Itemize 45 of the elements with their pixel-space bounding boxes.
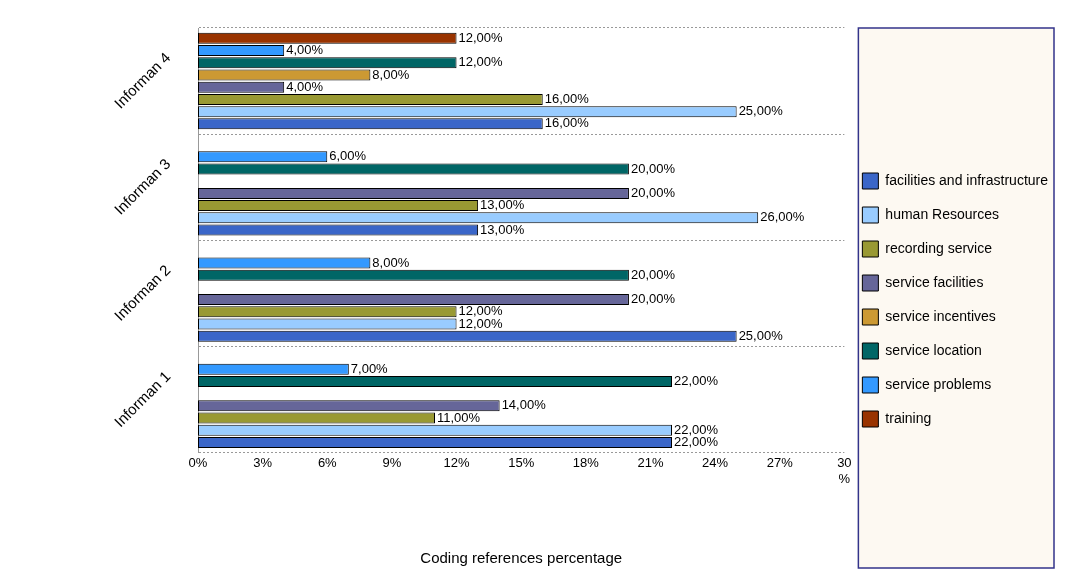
data-label: 12,00% — [458, 54, 504, 70]
legend-label: facilities and infrastructure — [885, 171, 1049, 188]
data-label: 6,00% — [329, 148, 367, 164]
data-label: 14,00% — [501, 397, 547, 413]
x-tick-label: 15% — [508, 455, 535, 471]
data-label: 20,00% — [630, 266, 676, 282]
legend-label: recording service — [885, 239, 993, 256]
data-label: 7,00% — [350, 360, 389, 376]
data-label: 8,00% — [372, 66, 410, 82]
legend-label: service facilities — [885, 273, 984, 290]
data-label: 25,00% — [738, 327, 784, 343]
data-label: 12,00% — [458, 303, 504, 319]
data-label: 4,00% — [286, 78, 324, 94]
x-tick-label: 18% — [572, 455, 600, 471]
data-label: 26,00% — [760, 209, 805, 225]
x-tick-label: 27% — [766, 455, 794, 471]
data-label: 4,00% — [286, 42, 324, 58]
data-label: 16,00% — [544, 115, 590, 131]
data-label: 25,00% — [738, 103, 784, 119]
x-tick-label: 21% — [637, 455, 664, 471]
data-label: 20,00% — [630, 160, 676, 176]
data-label: 12,00% — [458, 29, 504, 45]
data-label: 11,00% — [437, 409, 481, 425]
legend-label: service incentives — [885, 307, 996, 324]
x-tick-label: 0% — [188, 455, 208, 471]
x-tick-label: 24% — [702, 455, 729, 471]
x-axis-title: Coding references percentage — [420, 549, 623, 567]
x-tick-label: 30 % — [837, 455, 852, 486]
legend-label: service problems — [885, 375, 992, 392]
x-tick-label: 9% — [382, 455, 402, 471]
data-label: 20,00% — [630, 291, 676, 307]
data-label: 22,00% — [674, 421, 719, 437]
data-label: 22,00% — [674, 372, 719, 388]
x-tick-label: 3% — [253, 455, 273, 471]
data-label: 13,00% — [480, 197, 525, 213]
x-tick-label: 12% — [443, 455, 470, 471]
data-label: 16,00% — [544, 91, 590, 106]
legend-label: service location — [885, 341, 982, 358]
x-tick-label: 6% — [317, 455, 338, 471]
data-label: 20,00% — [630, 184, 676, 200]
data-label: 13,00% — [480, 221, 525, 237]
data-label: 8,00% — [372, 254, 410, 270]
legend-label: human Resources — [885, 205, 999, 222]
data-label: 22,00% — [674, 434, 719, 450]
legend-label: training — [885, 409, 932, 426]
